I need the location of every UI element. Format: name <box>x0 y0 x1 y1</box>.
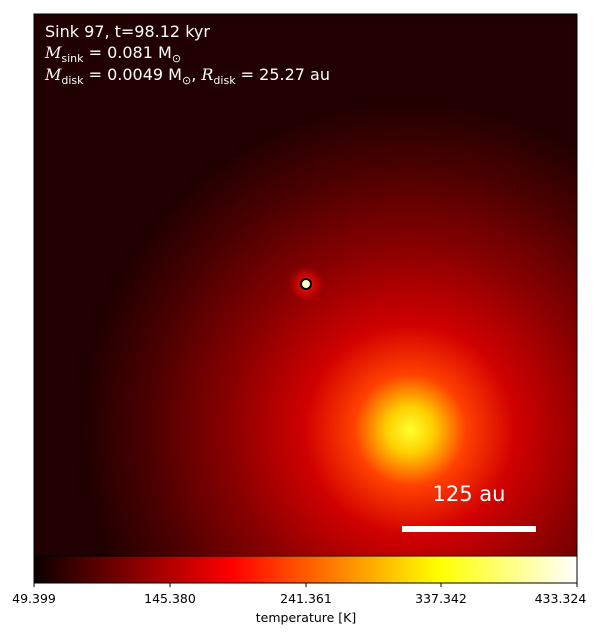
m-sink-unit: ⊙ <box>171 52 182 66</box>
r-disk-symbol: R <box>201 65 214 84</box>
colorbar-tick-label: 433.324 <box>534 591 587 606</box>
m-sink-value: = 0.081 M <box>83 43 172 62</box>
scale-bar-label: 125 au <box>432 482 506 506</box>
r-disk-value: = 25.27 au <box>235 65 330 84</box>
colorbar <box>33 555 578 584</box>
colorbar-tick-label: 145.380 <box>144 591 196 606</box>
r-disk-subscript: disk <box>213 74 236 88</box>
m-disk-symbol: M <box>45 65 62 84</box>
colorbar-tick-label: 337.342 <box>415 591 467 606</box>
title-line-1: Sink 97, t=98.12 kyr <box>45 22 210 41</box>
m-sink-subscript: sink <box>61 52 84 66</box>
colorbar-label: temperature [K] <box>255 610 357 625</box>
m-disk-unit: ⊙ <box>181 74 192 88</box>
title-line-2: Msink = 0.081 M⊙ <box>45 43 181 69</box>
sink-marker-core <box>302 280 310 288</box>
r-separator: , <box>191 65 202 84</box>
m-sink-symbol: M <box>45 43 62 62</box>
m-disk-value: = 0.0049 M <box>83 65 182 84</box>
colorbar-tick-label: 49.399 <box>12 591 56 606</box>
title-line-3: Mdisk = 0.0049 M⊙, Rdisk = 25.27 au <box>45 65 330 91</box>
colorbar-ticks <box>33 583 578 587</box>
m-disk-subscript: disk <box>61 74 84 88</box>
scale-bar <box>402 526 536 532</box>
colorbar-tick-label: 241.361 <box>280 591 332 606</box>
